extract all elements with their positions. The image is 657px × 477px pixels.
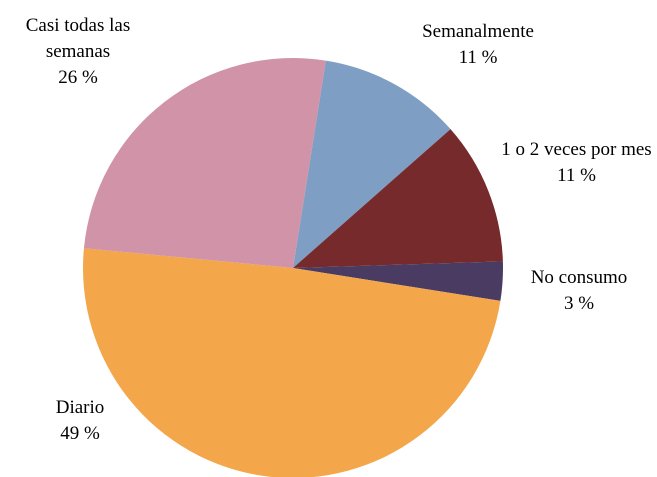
pie-slice: [293, 261, 503, 301]
pie-slice: [83, 58, 326, 268]
category-label: Diario: [55, 397, 105, 418]
pie-slice: [293, 60, 451, 268]
category-label: Casi todas las semanas: [25, 15, 131, 62]
category-label: 1 o 2 veces por mes: [501, 139, 652, 160]
value-label: 26 %: [58, 67, 98, 88]
category-label: Semanalmente: [422, 21, 534, 42]
pie-slice: [83, 248, 501, 477]
value-label: 49 %: [60, 423, 100, 444]
value-label: 3 %: [563, 293, 595, 314]
slice-label: Semanalmente 11 %: [398, 19, 558, 71]
value-label: 11 %: [557, 165, 596, 186]
category-label: No consumo: [530, 267, 628, 288]
slice-label: Diario 49 %: [20, 395, 140, 447]
slice-label: 1 o 2 veces por mes 11 %: [497, 137, 656, 189]
slice-label: No consumo 3 %: [505, 265, 653, 317]
slice-label: Casi todas las semanas 26 %: [8, 13, 148, 91]
pie-slice: [293, 129, 503, 268]
value-label: 11 %: [458, 47, 498, 68]
